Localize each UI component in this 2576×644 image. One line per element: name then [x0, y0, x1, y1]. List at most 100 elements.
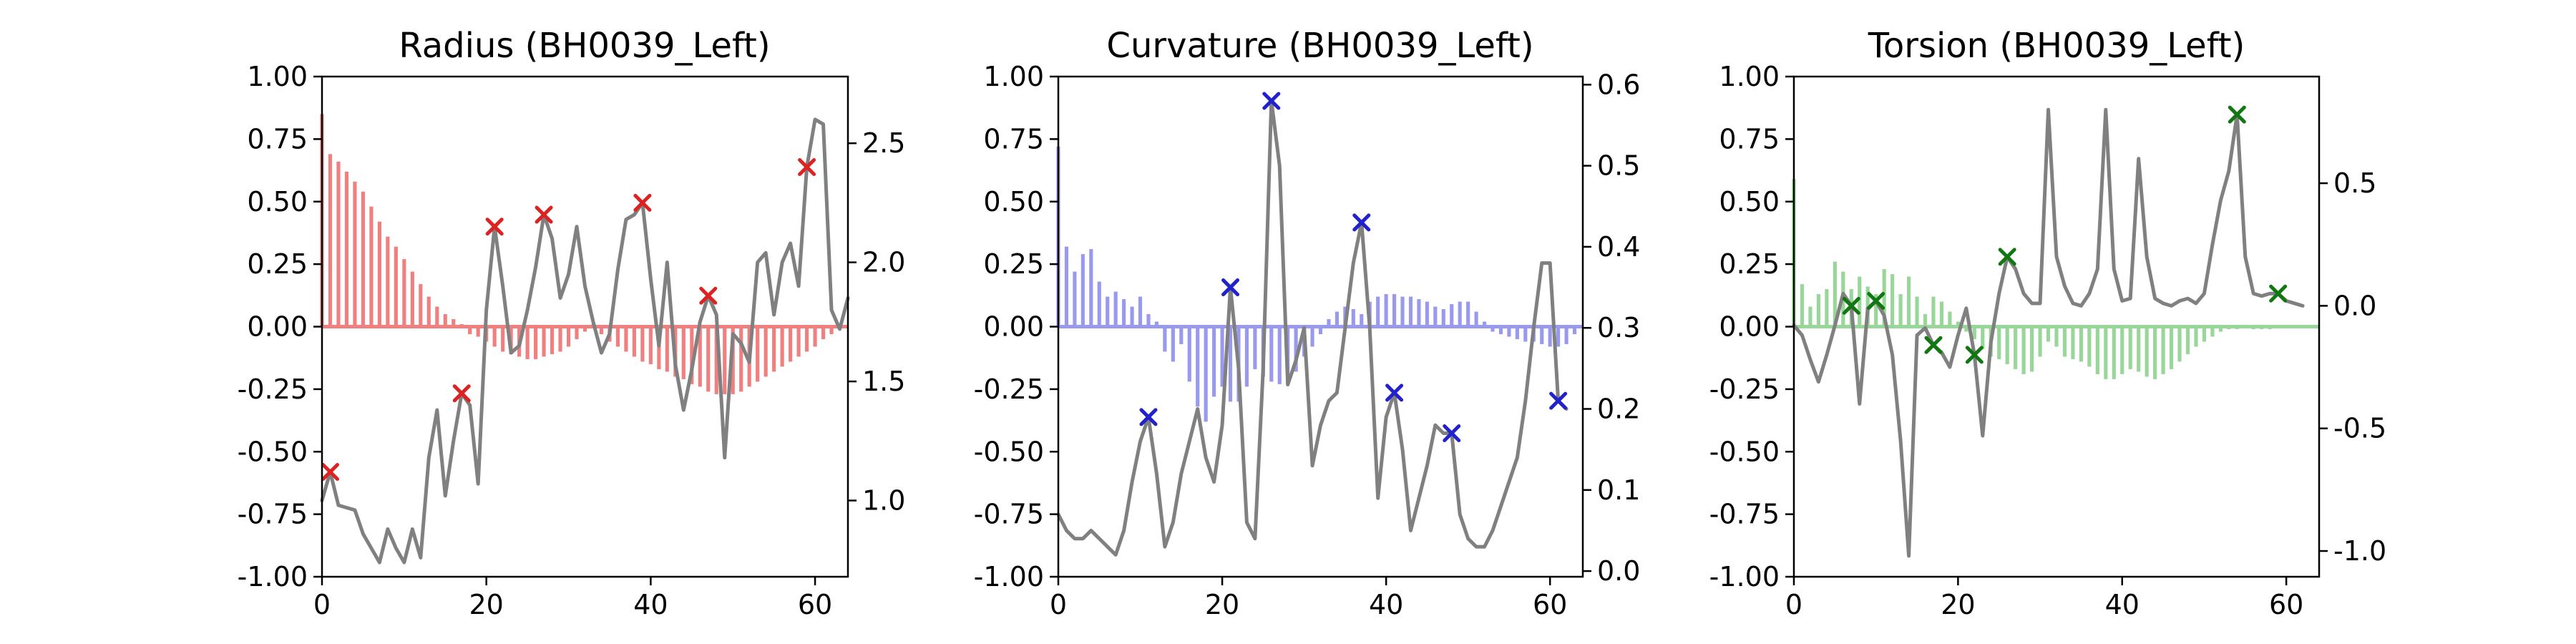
y-left-tick-label: -0.50 — [974, 436, 1044, 467]
y-left-tick-label: 0.25 — [247, 248, 308, 280]
peak-marker — [1998, 248, 2016, 266]
bar — [706, 326, 711, 392]
bar — [476, 326, 480, 337]
bar — [402, 259, 406, 327]
bar — [1890, 274, 1895, 327]
peak-marker — [699, 286, 718, 305]
bar — [443, 314, 447, 327]
bar — [821, 326, 826, 339]
bar — [1466, 301, 1470, 327]
y-left-tick-label: 0.00 — [1719, 311, 1780, 343]
bar — [1204, 326, 1208, 422]
y-left-tick-label: -1.00 — [974, 561, 1044, 592]
bar — [2194, 326, 2198, 347]
bar — [1106, 296, 1110, 327]
bar — [1491, 326, 1495, 332]
bar — [435, 306, 439, 327]
marker-stroke — [321, 463, 339, 482]
bar — [698, 326, 702, 387]
y-left-tick-label: -0.50 — [238, 436, 308, 467]
x-tick-label: 60 — [2269, 589, 2303, 620]
y-right-tick-label: 0.2 — [1597, 393, 1640, 424]
y-left-tick-label: -0.25 — [238, 374, 308, 405]
bar — [1360, 314, 1364, 327]
bar — [1122, 299, 1126, 327]
bar — [534, 326, 538, 359]
y-right-tick-label: -1.0 — [2333, 535, 2386, 567]
y-left-tick-label: 1.00 — [983, 61, 1044, 92]
bar — [1882, 269, 1886, 327]
peak-marker — [452, 384, 471, 403]
peak-marker — [1842, 296, 1860, 315]
bar — [1253, 326, 1257, 369]
bar — [763, 326, 768, 377]
peak-marker — [321, 463, 339, 482]
marker-stroke — [1221, 278, 1240, 297]
bar — [1073, 271, 1077, 327]
y-right-tick-label: -0.5 — [2333, 413, 2386, 444]
bar — [361, 191, 366, 327]
marker-stroke — [699, 286, 718, 305]
y-right-tick-label: 0.0 — [1597, 555, 1640, 587]
bar — [1196, 326, 1200, 407]
bar — [1507, 326, 1511, 337]
panel-radius: Radius (BH0039_Left) 0 20 40 60 1.00 0.75 0.50… — [238, 26, 906, 620]
marker-stroke — [1924, 336, 1943, 354]
y-right-tick-label: 1.5 — [862, 366, 905, 397]
peak-marker — [1221, 278, 1240, 297]
bar — [2218, 326, 2223, 332]
marker-stroke — [1867, 292, 1885, 311]
bar — [501, 326, 505, 352]
bar — [1808, 306, 1813, 327]
bar — [369, 206, 374, 327]
bar — [1163, 326, 1167, 352]
peak-marker — [535, 205, 553, 224]
bar — [739, 326, 743, 392]
marker-stroke — [452, 384, 471, 403]
bar — [1318, 326, 1323, 334]
bar — [804, 326, 809, 352]
bar — [690, 326, 694, 384]
bar — [2128, 326, 2132, 369]
marker-stroke — [535, 205, 553, 224]
bar — [1939, 301, 1944, 327]
y-right-tick-label: 0.5 — [1597, 150, 1640, 182]
bar — [525, 326, 530, 359]
bar — [550, 326, 555, 354]
bar — [1277, 326, 1282, 384]
bar — [772, 326, 776, 372]
peak-marker — [1965, 346, 1984, 364]
bar — [2185, 326, 2190, 354]
line-series — [1056, 99, 1568, 557]
panel-curvature: Curvature (BH0039_Left) 0 20 40 60 1.00 0.75 0… — [974, 26, 1641, 620]
bar — [1228, 326, 1233, 402]
marker-stroke — [2228, 105, 2246, 124]
y-right-tick-label: 0.4 — [1597, 231, 1640, 263]
bar — [1392, 294, 1397, 327]
bar — [452, 319, 456, 327]
bar — [1572, 326, 1577, 334]
bar — [1130, 306, 1134, 327]
bar — [648, 326, 653, 364]
bar — [1310, 326, 1314, 347]
bar — [723, 326, 727, 394]
bar — [2161, 326, 2165, 374]
bar — [624, 326, 628, 352]
bar — [615, 326, 620, 347]
marker-series — [321, 157, 816, 482]
bar — [1898, 294, 1903, 327]
y-left-tick-label: -0.75 — [1709, 499, 1780, 530]
bar — [1080, 254, 1085, 327]
x-tick-label: 0 — [1050, 589, 1067, 620]
bar — [1187, 326, 1191, 382]
bar — [1171, 326, 1175, 362]
bar — [377, 221, 381, 327]
x-tick-label: 60 — [798, 589, 832, 620]
bar — [1376, 296, 1380, 327]
bar — [2071, 326, 2075, 359]
bar — [2005, 326, 2009, 364]
y-left-tick-label: 1.00 — [1719, 61, 1780, 92]
x-tick-label: 20 — [1205, 589, 1239, 620]
x-tick-label: 0 — [1785, 589, 1802, 620]
bar — [1956, 321, 1960, 327]
